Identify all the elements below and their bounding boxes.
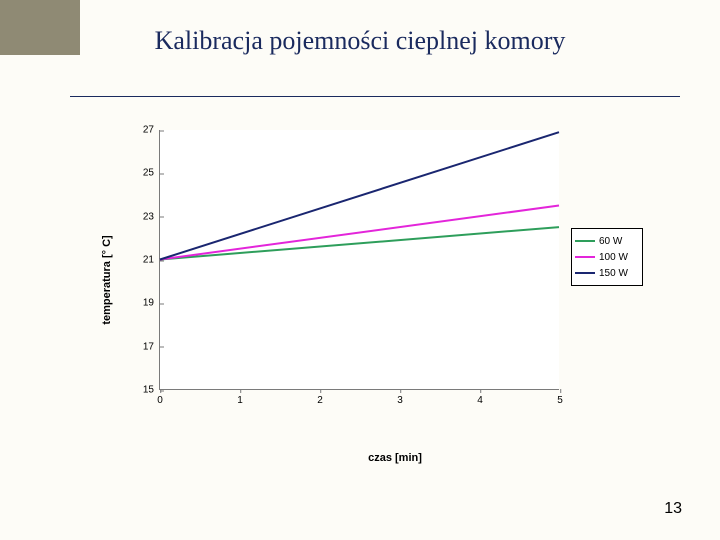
legend-label: 100 W bbox=[599, 252, 628, 263]
title-underline bbox=[70, 96, 680, 97]
y-tick: 21 bbox=[143, 255, 160, 266]
legend-label: 150 W bbox=[599, 268, 628, 279]
chart-legend: 60 W 100 W 150 W bbox=[571, 228, 643, 286]
legend-item: 60 W bbox=[575, 233, 639, 249]
calibration-chart: temperatura [° C] 15171921232527012345 c… bbox=[135, 130, 655, 430]
y-tick: 25 bbox=[143, 168, 160, 179]
x-tick: 2 bbox=[317, 389, 323, 406]
x-tick: 4 bbox=[477, 389, 483, 406]
legend-swatch bbox=[575, 272, 595, 274]
legend-label: 60 W bbox=[599, 236, 622, 247]
y-tick: 23 bbox=[143, 211, 160, 222]
series-line bbox=[160, 132, 559, 259]
y-tick: 19 bbox=[143, 298, 160, 309]
y-tick: 17 bbox=[143, 341, 160, 352]
legend-swatch bbox=[575, 240, 595, 242]
plot-area: 15171921232527012345 bbox=[159, 130, 559, 390]
page-title: Kalibracja pojemności cieplnej komory bbox=[0, 26, 720, 56]
y-axis-label: temperatura [° C] bbox=[101, 235, 113, 324]
x-tick: 3 bbox=[397, 389, 403, 406]
legend-item: 150 W bbox=[575, 265, 639, 281]
legend-swatch bbox=[575, 256, 595, 258]
x-tick: 5 bbox=[557, 389, 563, 406]
legend-item: 100 W bbox=[575, 249, 639, 265]
y-tick: 27 bbox=[143, 125, 160, 136]
chart-lines bbox=[160, 130, 559, 389]
x-tick: 0 bbox=[157, 389, 163, 406]
x-axis-label: czas [min] bbox=[368, 452, 422, 464]
x-tick: 1 bbox=[237, 389, 243, 406]
page-number: 13 bbox=[664, 500, 682, 518]
